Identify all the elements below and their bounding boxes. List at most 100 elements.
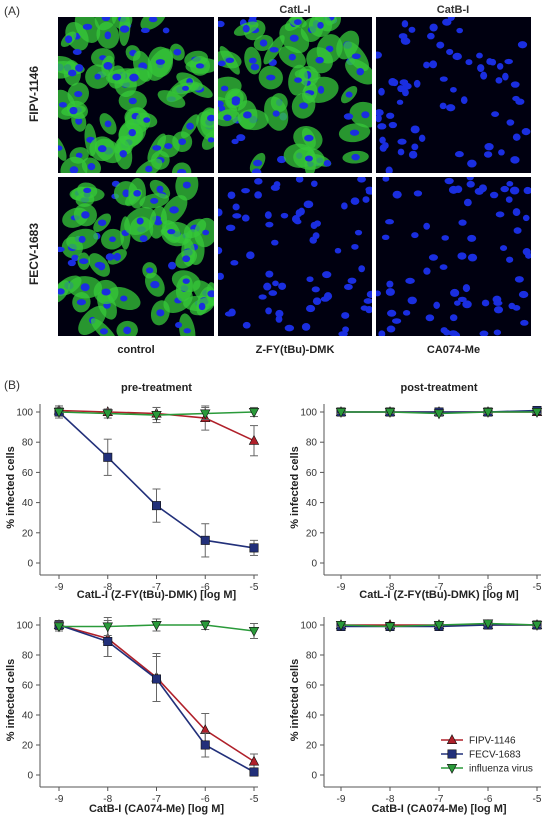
y-tick-label: 100 — [16, 621, 33, 632]
marker-triangle-down — [531, 407, 543, 418]
marker-triangle-down — [384, 407, 396, 418]
column-header-catb: CatB-I — [436, 4, 470, 16]
marker-square — [103, 452, 113, 462]
marker-square — [447, 749, 457, 759]
series-influenza-virus — [335, 619, 543, 633]
micrograph-fipv-catb-image — [376, 17, 531, 173]
bottom-label-catl-inhibitor: Z-FY(tBu)-DMK — [255, 344, 335, 356]
marker-triangle-down — [53, 622, 65, 633]
x-tick-label: -9 — [55, 582, 64, 593]
micrograph-fipv-catb — [376, 17, 531, 173]
micrograph-fecv-control-image — [58, 177, 214, 336]
y-tick-label: 0 — [27, 771, 33, 782]
y-axis-label: % infected cells — [289, 659, 301, 742]
micrograph-fipv-catl-image — [218, 17, 372, 173]
marker-triangle-down — [446, 763, 458, 774]
y-tick-label: 0 — [27, 559, 33, 570]
x-tick-label: -7 — [435, 794, 444, 805]
x-tick-label: -6 — [201, 582, 210, 593]
marker-square — [103, 636, 113, 646]
column-header-catl: CatL-I — [279, 4, 311, 16]
marker-triangle-down — [335, 620, 347, 631]
y-tick-label: 0 — [311, 771, 317, 782]
y-axis-label: % infected cells — [289, 446, 301, 529]
series-influenza-virus — [53, 617, 260, 639]
marker-triangle-down — [102, 409, 113, 420]
marker-triangle-down — [200, 409, 211, 420]
micrograph-fipv-control — [58, 17, 214, 173]
marker-triangle-down — [482, 407, 494, 418]
marker-square — [249, 543, 259, 553]
y-tick-label: 60 — [22, 468, 34, 479]
x-tick-label: -5 — [250, 582, 259, 593]
x-tick-label: -9 — [55, 794, 64, 805]
chart-title: post-treatment — [400, 382, 477, 394]
series-influenza-virus — [53, 405, 260, 424]
marker-triangle-down — [151, 411, 162, 421]
x-tick-label: -7 — [435, 582, 444, 593]
y-tick-label: 40 — [22, 711, 34, 722]
marker-triangle-down — [151, 620, 162, 631]
series-fecv-1683 — [54, 620, 259, 777]
marker-triangle-down — [335, 407, 347, 418]
micrograph-fecv-control — [58, 177, 214, 336]
y-tick-label: 80 — [22, 651, 34, 662]
chart-1: pre-treatment 0 20 40 60 80 100 -9 -8 -7 -6 -5 CatL-… — [5, 382, 260, 601]
marker-triangle-up — [446, 734, 458, 745]
x-tick-label: -6 — [201, 794, 210, 805]
marker-triangle-down — [200, 620, 211, 631]
x-tick-label: -7 — [152, 582, 161, 593]
x-axis-label: CatB-I (CA074-Me) [log M] — [89, 803, 224, 815]
marker-triangle-down — [531, 620, 543, 631]
x-tick-label: -8 — [386, 794, 395, 805]
y-tick-label: 80 — [306, 438, 318, 449]
x-axis-label: CatB-I (CA074-Me) [log M] — [371, 803, 506, 815]
marker-triangle-down — [248, 626, 260, 637]
y-axis-label: % infected cells — [5, 659, 17, 742]
x-tick-label: -7 — [152, 794, 161, 805]
x-axis-label: CatL-I (Z-FY(tBu)-DMK) [log M] — [77, 589, 237, 601]
chart-4: 0 20 40 60 80 100 -9 -8 -7 -6 -5 CatB-I (CA074-Me) … — [289, 617, 543, 815]
x-tick-label: -5 — [533, 582, 542, 593]
marker-square — [249, 767, 259, 777]
x-tick-label: -6 — [484, 582, 493, 593]
x-tick-label: -8 — [103, 582, 112, 593]
x-tick-label: -8 — [103, 794, 112, 805]
marker-triangle-down — [384, 622, 396, 633]
legend-label: influenza virus — [469, 764, 533, 775]
marker-triangle-down — [433, 409, 445, 420]
marker-triangle-down — [102, 622, 113, 633]
series-influenza-virus — [335, 407, 543, 420]
panel-b-label: (B) — [4, 378, 20, 392]
y-tick-label: 80 — [22, 438, 34, 449]
bottom-label-catb-inhibitor: CA074-Me — [426, 344, 481, 356]
micrograph-fecv-catb-image — [376, 177, 531, 336]
marker-square — [200, 535, 210, 545]
y-tick-label: 60 — [22, 681, 34, 692]
y-tick-label: 20 — [22, 528, 34, 539]
legend-entry: FECV-1683 — [441, 749, 521, 761]
marker-triangle-up — [248, 755, 260, 766]
y-tick-label: 20 — [22, 741, 34, 752]
marker-triangle-down — [433, 620, 445, 631]
legend-entry: influenza virus — [441, 764, 533, 775]
micrograph-fipv-catl — [218, 17, 372, 173]
y-tick-label: 80 — [306, 651, 318, 662]
chart-2: post-treatment 0 20 40 60 80 100 -9 -8 -7 -6 -5 CatL… — [289, 382, 543, 601]
y-tick-label: 100 — [300, 621, 317, 632]
y-tick-label: 40 — [22, 498, 34, 509]
y-tick-label: 0 — [311, 559, 317, 570]
y-tick-label: 20 — [306, 528, 318, 539]
chart-title: pre-treatment — [121, 382, 192, 394]
x-tick-label: -5 — [533, 794, 542, 805]
legend-label: FIPV-1146 — [469, 736, 516, 747]
y-tick-label: 40 — [306, 711, 318, 722]
x-tick-label: -9 — [337, 582, 346, 593]
marker-square — [200, 740, 210, 750]
x-axis-label: CatL-I (Z-FY(tBu)-DMK) [log M] — [359, 589, 519, 601]
y-tick-label: 20 — [306, 741, 318, 752]
micrograph-fecv-catl — [218, 177, 372, 336]
marker-triangle-down — [53, 407, 65, 418]
y-axis-label: % infected cells — [5, 446, 17, 529]
